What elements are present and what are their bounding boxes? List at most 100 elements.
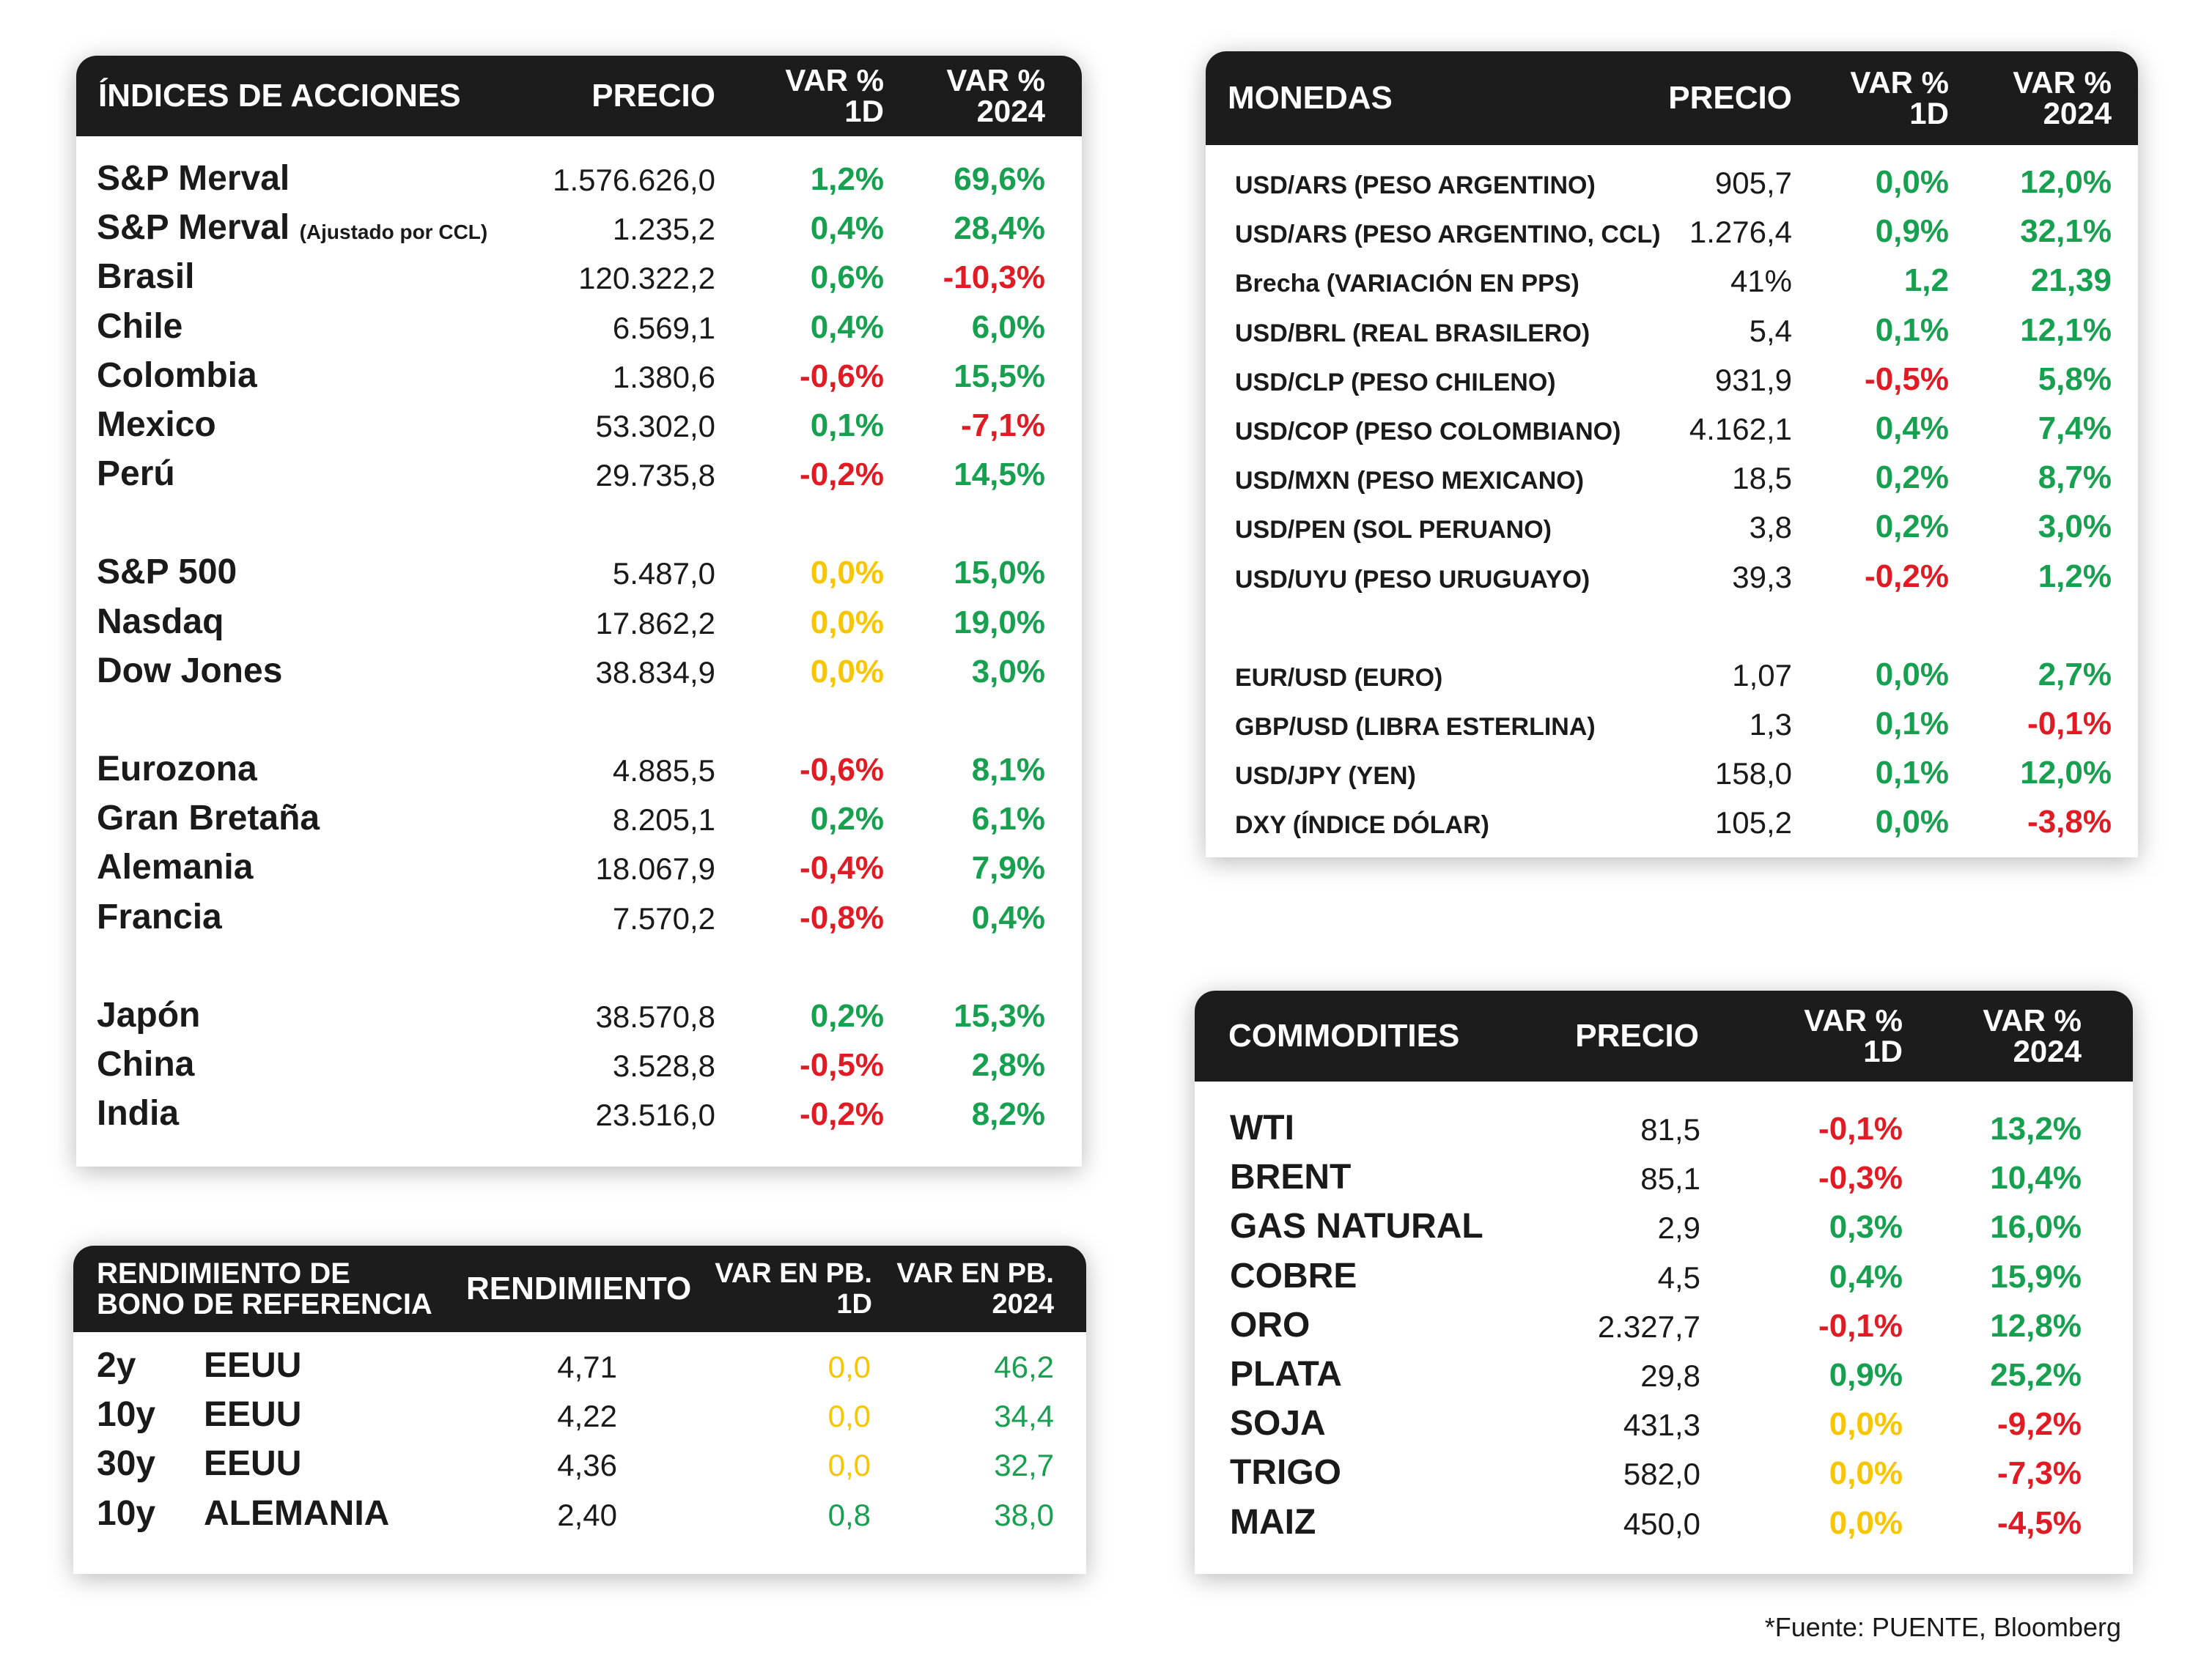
source-footnote: *Fuente: PUENTE, Bloomberg [1764,1612,2121,1642]
currency-price: 1.276,4 [1689,215,1792,250]
index-name: Mexico [97,404,216,445]
currency-name: USD/CLP (PESO CHILENO) [1235,368,1556,396]
table-row: S&P 500 5.487,0 0,0% 15,0% [76,552,1082,601]
table-row: Brecha (VARIACIÓN EN PPS) 41% 1,2 21,39 [1206,259,2138,308]
currency-var-1d: 0,0% [1875,804,1949,840]
index-var-2024: -7,1% [961,407,1045,443]
index-var-2024: 28,4% [954,210,1045,247]
indices-d1-header-line1: VAR % [785,63,884,97]
index-var-1d: 0,0% [810,653,884,690]
currency-name: USD/ARS (PESO ARGENTINO, CCL) [1235,221,1661,249]
bonos-yield-header: RENDIMIENTO [466,1271,692,1306]
table-row: Gran Bretaña 8.205,1 0,2% 6,1% [76,798,1082,847]
index-var-2024: 6,0% [971,308,1045,345]
commodity-var-1d: -0,3% [1818,1160,1903,1197]
index-name-label: Perú [97,454,175,494]
commodity-var-1d: 0,0% [1829,1455,1903,1492]
commodity-var-2024: 13,2% [1990,1111,2082,1147]
currency-price: 931,9 [1714,362,1792,397]
commodity-var-2024: 10,4% [1990,1160,2082,1197]
index-price: 120.322,2 [578,261,715,296]
index-var-2024: 19,0% [954,604,1045,640]
commodity-price: 450,0 [1623,1506,1700,1541]
currency-price: 1,07 [1732,657,1792,692]
currency-var-1d: -0,2% [1865,558,1949,594]
index-name: Gran Bretaña [97,798,320,838]
commodity-price: 2.327,7 [1597,1309,1700,1344]
index-price: 18.067,9 [595,851,716,887]
index-name: S&P 500 [97,552,237,592]
commodity-var-2024: -7,3% [1997,1455,2082,1492]
index-var-1d: -0,2% [800,457,884,493]
bond-country: ALEMANIA [204,1493,390,1533]
bond-term: 10y [97,1395,156,1435]
bond-var-1d: 0,0 [827,1350,871,1384]
currency-price: 158,0 [1714,756,1792,791]
index-name-label: Chile [97,306,183,346]
indices-d1-header-line2: 1D [844,94,884,128]
currency-name: USD/UYU (PESO URUGUAYO) [1235,565,1590,594]
index-price: 7.570,2 [612,901,715,936]
index-var-2024: 3,0% [971,653,1045,690]
index-name: Francia [97,897,222,937]
index-name-label: Colombia [97,355,257,395]
table-row: Japón 38.570,8 0,2% 15,3% [76,995,1082,1044]
monedas-title: MONEDAS [1228,80,1393,116]
index-name-label: Mexico [97,405,216,444]
table-row: SOJA 431,3 0,0% -9,2% [1195,1403,2133,1452]
index-price: 5.487,0 [612,556,715,591]
index-price: 4.885,5 [612,753,715,788]
table-row: Nasdaq 17.862,2 0,0% 19,0% [76,602,1082,651]
index-var-1d: 0,2% [810,997,884,1034]
currency-var-1d: 1,2 [1903,262,1949,299]
currency-var-2024: 1,2% [2038,558,2112,594]
currency-price: 39,3 [1732,559,1792,594]
index-var-1d: 0,4% [810,308,884,345]
commodity-name: BRENT [1230,1158,1352,1197]
table-row: MAIZ 450,0 0,0% -4,5% [1195,1502,2133,1551]
commodity-price: 582,0 [1623,1457,1700,1492]
currency-price: 105,2 [1714,805,1792,840]
bond-var-2024: 38,0 [994,1497,1054,1532]
commodities-card: COMMODITIES PRECIO VAR % 1D VAR % 2024 W… [1195,991,2133,1574]
table-row: USD/ARS (PESO ARGENTINO) 905,7 0,0% 12,0% [1206,161,2138,210]
index-name: Dow Jones [97,651,282,691]
table-row: GBP/USD (LIBRA ESTERLINA) 1,3 0,1% -0,1% [1206,703,2138,752]
index-name-label: S&P Merval [97,208,290,248]
commodity-var-1d: 0,0% [1829,1504,1903,1541]
index-var-1d: 0,4% [810,210,884,247]
index-var-2024: 15,0% [954,555,1045,591]
table-row: 30y EEUU 4,36 0,0 32,7 [73,1444,1086,1493]
bonos-title-line2: BONO DE REFERENCIA [97,1288,432,1320]
table-row: Eurozona 4.885,5 -0,6% 8,1% [76,749,1082,798]
currency-var-1d: -0,5% [1865,361,1949,397]
index-price: 29.735,8 [595,458,716,493]
index-price: 6.569,1 [612,310,715,345]
commodity-name: COBRE [1230,1256,1357,1296]
monedas-header: MONEDAS PRECIO VAR % 1D VAR % 2024 [1206,51,2138,145]
monedas-y-header-line2: 2024 [2043,96,2112,130]
currency-name: USD/COP (PESO COLOMBIANO) [1235,418,1621,446]
index-name-label: Nasdaq [97,602,224,641]
table-row: GAS NATURAL 2,9 0,3% 16,0% [1195,1206,2133,1255]
table-row: USD/MXN (PESO MEXICANO) 18,5 0,2% 8,7% [1206,457,2138,506]
table-row: Francia 7.570,2 -0,8% 0,4% [76,897,1082,946]
table-row: 2y EEUU 4,71 0,0 46,2 [73,1345,1086,1394]
commodities-d1-header-line2: 1D [1863,1034,1903,1068]
index-var-2024: 6,1% [971,801,1045,838]
bond-term: 30y [97,1444,156,1484]
bonos-card: RENDIMIENTO DE BONO DE REFERENCIA RENDIM… [73,1246,1086,1574]
bonos-y-header-line2: 2024 [992,1289,1054,1320]
commodity-var-2024: 25,2% [1990,1357,2082,1393]
indices-header: ÍNDICES DE ACCIONES PRECIO VAR % 1D VAR … [76,56,1082,136]
commodities-d1-header-line1: VAR % [1804,1003,1903,1038]
commodity-var-2024: 12,8% [1990,1307,2082,1344]
index-name: S&P Merval [97,158,290,199]
index-var-2024: 69,6% [954,161,1045,197]
commodity-price: 4,5 [1657,1260,1700,1295]
index-name: China [97,1044,194,1084]
table-row: USD/BRL (REAL BRASILERO) 5,4 0,1% 12,1% [1206,309,2138,358]
index-name-label: India [97,1094,180,1134]
index-name-label: S&P Merval [97,159,290,198]
index-var-1d: 1,2% [810,161,884,197]
